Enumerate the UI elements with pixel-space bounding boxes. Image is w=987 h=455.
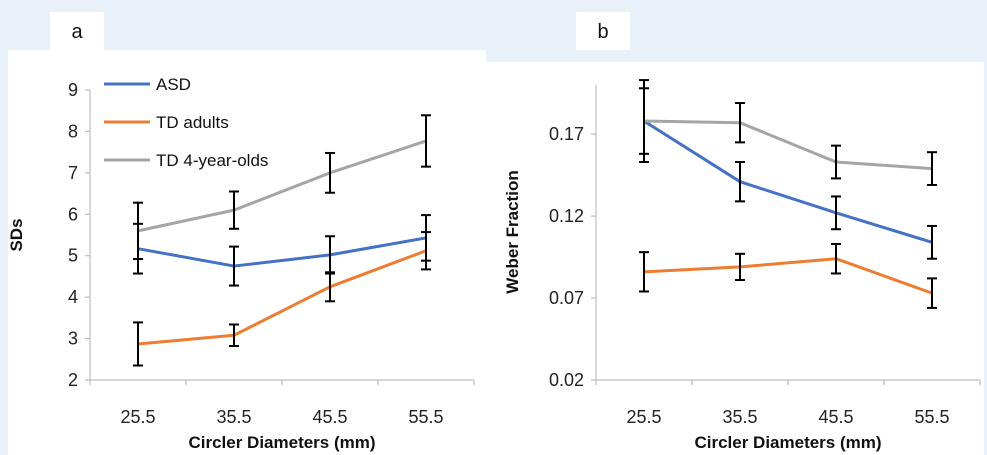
panel-b-error-bar-asd	[927, 224, 937, 260]
panel-b-y-tick-label: 0.17	[549, 124, 584, 144]
panel-a-background	[8, 50, 486, 455]
panel-b-error-bar-td-adults	[735, 252, 745, 282]
panel-b-error-bar-td-4-year-olds	[831, 144, 841, 180]
panel-a-series-line-td-4-year-olds	[137, 139, 427, 233]
panel-b-error-bar-td-adults	[639, 251, 649, 293]
panel-a-y-tick-label: 5	[68, 246, 78, 266]
panel-a-y-tick-label: 2	[68, 370, 78, 390]
panel-a-y-tick-label: 6	[68, 204, 78, 224]
panel-a-y-tick-label: 9	[68, 80, 78, 100]
panel-a-y-tick-label: 7	[68, 163, 78, 183]
panel-b-error-bar-td-adults	[927, 277, 937, 309]
panel-a-x-tick-label: 35.5	[216, 407, 251, 427]
panel-a-error-bar-td-4-year-olds	[421, 114, 431, 168]
panel-a-y-axis-title: SDs	[7, 218, 26, 251]
legend-label-asd: ASD	[156, 75, 191, 94]
panel-a-error-bar-asd	[229, 245, 239, 287]
panel-b-axes: Circler Diameters (mm) Weber Fraction	[503, 85, 980, 452]
panel-b-background	[486, 62, 984, 455]
panel-a-error-bar-td-adults	[325, 271, 335, 303]
panel-a-label: a	[71, 21, 83, 43]
panel-b-error-bar-td-4-year-olds	[735, 102, 745, 144]
panel-a-y-tick-label: 3	[68, 329, 78, 349]
panel-a-label-box	[50, 12, 104, 50]
panel-b-series-line-td-adults	[643, 257, 933, 295]
panel-b-y-tick-label: 0.12	[549, 206, 584, 226]
panel-a-x-tick-label: 45.5	[312, 407, 347, 427]
panel-b-error-bar-asd	[831, 195, 841, 231]
panel-a-plot	[133, 114, 431, 367]
panel-a-error-bar-td-4-year-olds	[325, 151, 335, 194]
panel-a-x-axis-title: Circler Diameters (mm)	[188, 433, 375, 452]
panel-b-ticks: 0.02 0.07 0.12 0.17 25.5 35.5 45.5 55.5	[549, 124, 981, 427]
panel-a-series-line-asd	[137, 236, 427, 268]
panel-a-y-tick-label: 8	[68, 121, 78, 141]
panel-a-error-bar-td-adults	[229, 323, 239, 348]
panel-b-x-tick-label: 45.5	[818, 407, 853, 427]
legend-label-td-adults: TD adults	[156, 113, 229, 132]
panel-b-error-bar-asd	[735, 161, 745, 203]
panel-b-plot	[639, 79, 937, 309]
panel-b-error-bar-td-4-year-olds	[927, 151, 937, 186]
panel-a-x-tick-label: 55.5	[408, 407, 443, 427]
panel-b-y-tick-label: 0.07	[549, 288, 584, 308]
panel-b-x-tick-label: 55.5	[914, 407, 949, 427]
panel-b-y-axis-title: Weber Fraction	[503, 170, 522, 293]
panel-a-error-bar-td-adults	[133, 321, 143, 367]
panel-b-series-line-td-4-year-olds	[643, 119, 933, 171]
legend-label-td-4-year-olds: TD 4-year-olds	[156, 151, 268, 170]
legend: ASD TD adults TD 4-year-olds	[104, 75, 268, 170]
panel-b-series-line-asd	[643, 119, 933, 244]
panel-b-error-bar-td-4-year-olds	[639, 87, 649, 155]
panel-b-error-bar-td-adults	[831, 242, 841, 275]
panel-a-error-bar-td-adults	[421, 231, 431, 271]
panel-b-y-tick-label: 0.02	[549, 370, 584, 390]
panel-b-label-box	[576, 12, 630, 50]
panel-a-x-tick-label: 25.5	[120, 407, 155, 427]
panel-b-label: b	[597, 21, 608, 43]
panel-b-x-axis-title: Circler Diameters (mm)	[694, 433, 881, 452]
panel-a-y-tick-label: 4	[68, 287, 78, 307]
panel-a-error-bar-td-4-year-olds	[229, 190, 239, 230]
panel-b-x-tick-label: 35.5	[722, 407, 757, 427]
panel-a-series-line-td-adults	[137, 249, 427, 346]
panel-a-ticks: 2 3 4 5 6 7 8 9 25.5 35.5 45.5 55.5	[68, 80, 475, 427]
panel-b-x-tick-label: 25.5	[626, 407, 661, 427]
panel-a-axes: Circler Diameters (mm) SDs	[7, 90, 474, 452]
panel-a-error-bar-td-4-year-olds	[133, 201, 143, 261]
